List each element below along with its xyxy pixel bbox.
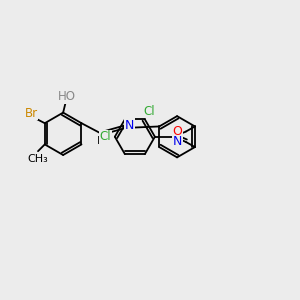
- Text: Cl: Cl: [144, 105, 155, 118]
- Text: HO: HO: [58, 91, 76, 103]
- Text: H: H: [97, 136, 105, 146]
- Text: O: O: [172, 125, 182, 138]
- Text: Br: Br: [25, 107, 38, 120]
- Text: N: N: [125, 119, 134, 132]
- Text: Cl: Cl: [100, 130, 111, 143]
- Text: N: N: [173, 135, 182, 148]
- Text: CH₃: CH₃: [28, 154, 48, 164]
